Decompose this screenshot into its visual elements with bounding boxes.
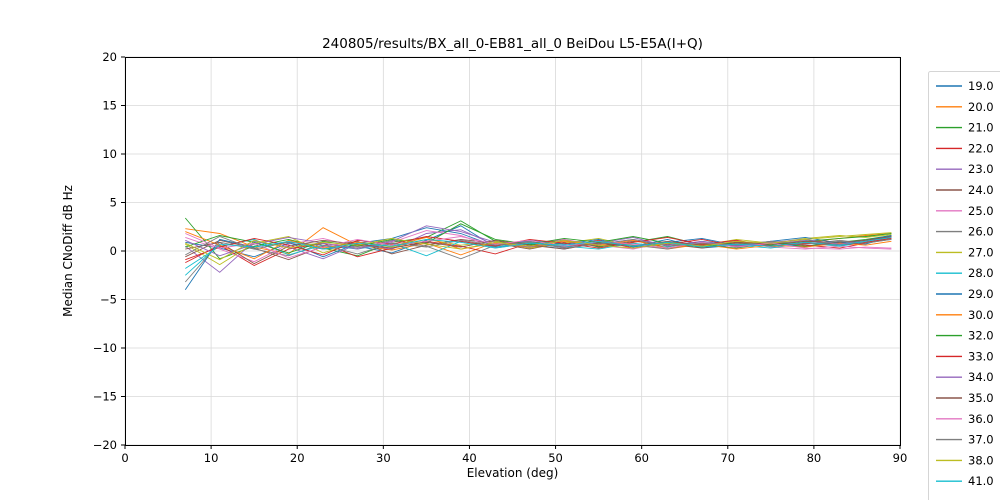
y-tick-label: −20 <box>93 438 117 452</box>
series-line-41.0 <box>184 236 892 276</box>
legend-item-label: 27.0 <box>968 245 994 259</box>
legend-item-label: 30.0 <box>968 308 994 322</box>
plot-frame <box>125 57 901 446</box>
x-tick-label: 70 <box>720 451 735 465</box>
y-tick-label: −10 <box>93 341 117 355</box>
legend-item-label: 41.0 <box>968 474 994 488</box>
legend-item-label: 29.0 <box>968 287 994 301</box>
y-tick-label: 15 <box>102 99 117 113</box>
legend-item-label: 35.0 <box>968 391 994 405</box>
x-tick-label: 20 <box>290 451 305 465</box>
x-tick-label: 0 <box>121 451 128 465</box>
x-tick-label: 30 <box>376 451 391 465</box>
x-axis-label: Elevation (deg) <box>466 466 559 480</box>
y-tick-label: 20 <box>102 50 117 64</box>
legend-item-label: 25.0 <box>968 204 994 218</box>
x-tick-label: 40 <box>462 451 477 465</box>
legend-item-label: 28.0 <box>968 266 994 280</box>
series-line-27.0 <box>185 234 892 266</box>
legend-item-label: 24.0 <box>968 183 994 197</box>
y-tick-label: 0 <box>110 244 117 258</box>
legend-item-label: 26.0 <box>968 225 994 239</box>
legend-item-label: 21.0 <box>968 121 994 135</box>
x-tick-label: 80 <box>807 451 822 465</box>
legend-item-label: 22.0 <box>968 141 994 155</box>
series-line-21.0 <box>184 217 892 260</box>
y-tick-label: 5 <box>110 196 117 210</box>
legend-item-label: 38.0 <box>968 453 994 467</box>
series-line-29.0 <box>184 227 892 291</box>
legend: 19.0 20.0 21.0 22.0 23.0 24.0 25.0 26.0 27.0 28.0… <box>928 71 1000 500</box>
legend-item-label: 23.0 <box>968 162 994 176</box>
x-tick-label: 60 <box>634 451 649 465</box>
legend-box <box>928 71 1000 500</box>
legend-item-label: 19.0 <box>968 79 994 93</box>
chart-title: 240805/results/BX_all_0-EB81_all_0 BeiDo… <box>322 36 703 52</box>
x-tick-label: 10 <box>204 451 219 465</box>
y-tick-label: −15 <box>93 390 117 404</box>
y-tick-label: −5 <box>100 293 117 307</box>
x-tick-label: 50 <box>548 451 563 465</box>
legend-item-label: 33.0 <box>968 349 994 363</box>
legend-item-label: 37.0 <box>968 433 994 447</box>
x-tick-label: 90 <box>893 451 908 465</box>
legend-item-label: 34.0 <box>968 370 994 384</box>
legend-item-label: 20.0 <box>968 100 994 114</box>
series-line-37.0 <box>185 236 892 256</box>
y-axis-label: Median CNoDiff dB Hz <box>61 185 75 317</box>
legend-item-label: 36.0 <box>968 412 994 426</box>
legend-item-label: 32.0 <box>968 329 994 343</box>
y-tick-label: 10 <box>102 147 117 161</box>
